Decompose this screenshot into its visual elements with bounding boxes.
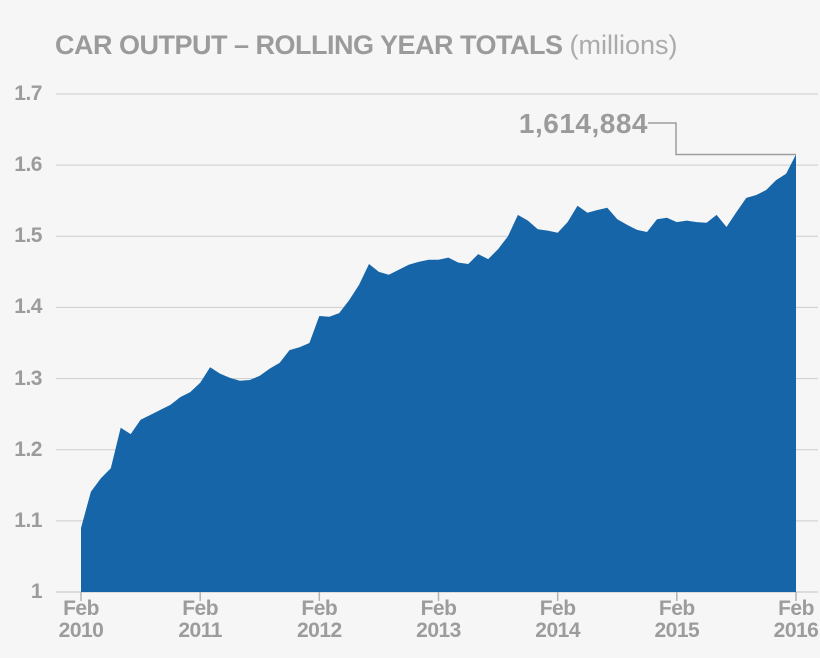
x-axis-label-month: Feb bbox=[301, 597, 338, 620]
x-axis-label-month: Feb bbox=[539, 597, 576, 620]
chart-title-main: CAR OUTPUT – ROLLING YEAR TOTALS bbox=[55, 30, 563, 60]
x-axis-label-2015: Feb 2015 bbox=[629, 598, 725, 642]
x-axis-label-2016: Feb 2016 bbox=[748, 598, 820, 642]
x-axis-label-month: Feb bbox=[658, 597, 695, 620]
x-axis-label-2011: Feb 2011 bbox=[152, 598, 248, 642]
y-axis-label-1.2: 1.2 bbox=[14, 437, 42, 461]
x-axis-label-2014: Feb 2014 bbox=[510, 598, 606, 642]
x-axis-label-month: Feb bbox=[420, 597, 457, 620]
x-axis-label-2013: Feb 2013 bbox=[391, 598, 487, 642]
x-axis-label-2010: Feb 2010 bbox=[33, 598, 129, 642]
x-axis-label-month: Feb bbox=[778, 597, 814, 620]
x-axis-label-month: Feb bbox=[63, 597, 99, 620]
area-series bbox=[81, 154, 796, 592]
y-axis-label-1.5: 1.5 bbox=[14, 224, 42, 248]
y-axis-label-1.4: 1.4 bbox=[14, 295, 42, 319]
annotation-callout-line bbox=[648, 122, 796, 156]
x-axis-label-year: 2012 bbox=[296, 619, 342, 642]
y-axis-label-1.6: 1.6 bbox=[14, 153, 42, 177]
y-axis-label-1: 1 bbox=[30, 580, 43, 603]
x-axis-label-year: 2010 bbox=[58, 619, 104, 642]
x-axis-ticks bbox=[80, 592, 797, 601]
y-axis-label-1.1: 1.1 bbox=[14, 508, 42, 532]
x-axis-label-year: 2014 bbox=[535, 619, 581, 642]
x-axis-label-month: Feb bbox=[182, 597, 219, 620]
chart-title-unit: (millions) bbox=[569, 30, 678, 60]
x-axis-label-year: 2013 bbox=[416, 619, 461, 642]
y-axis-label-1.3: 1.3 bbox=[14, 366, 42, 390]
x-axis-label-year: 2011 bbox=[178, 619, 222, 642]
y-axis-label-1.7: 1.7 bbox=[14, 82, 42, 105]
x-axis-label-year: 2016 bbox=[773, 619, 819, 642]
chart-title: CAR OUTPUT – ROLLING YEAR TOTALS (millio… bbox=[55, 30, 678, 61]
x-axis-label-year: 2015 bbox=[654, 619, 700, 642]
x-axis-label-2012: Feb 2012 bbox=[271, 598, 367, 642]
annotation-label: 1,614,884 bbox=[518, 108, 648, 139]
